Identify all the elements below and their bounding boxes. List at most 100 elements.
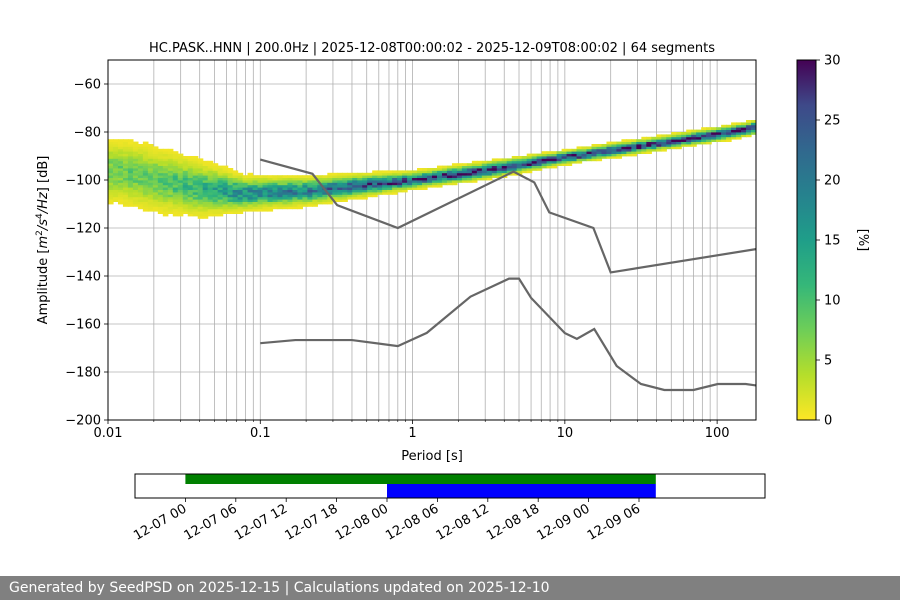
heatmap-cell (441, 165, 448, 169)
heatmap-cell (631, 144, 637, 147)
heatmap-cell (716, 132, 722, 135)
heatmap-cell (616, 148, 623, 152)
heatmap-cell (182, 160, 189, 164)
heatmap-cell (197, 160, 204, 164)
heatmap-cell (132, 170, 139, 174)
heatmap-cell (272, 194, 279, 198)
heatmap-cell (491, 175, 498, 178)
heatmap-cell (481, 165, 488, 169)
heatmap-cell (122, 139, 129, 142)
heatmap-cell (716, 129, 722, 133)
heatmap-cell (342, 187, 348, 190)
heatmap-cell (377, 170, 383, 174)
heatmap-cell (182, 163, 189, 166)
heatmap-cell (147, 182, 154, 186)
heatmap-cell (197, 180, 204, 183)
heatmap-cell (466, 163, 473, 166)
heatmap-cell (202, 180, 209, 183)
heatmap-cell (247, 182, 254, 186)
heatmap-cell (147, 168, 154, 171)
heatmap-cell (392, 189, 398, 193)
heatmap-cell (167, 151, 174, 154)
heatmap-cell (277, 177, 284, 181)
heatmap-cell (147, 170, 154, 174)
heatmap-cell (127, 144, 134, 147)
heatmap-cell (322, 180, 328, 183)
heatmap-cell (611, 156, 618, 159)
heatmap-cell (142, 165, 149, 169)
heatmap-cell (227, 194, 234, 198)
heatmap-cell (232, 211, 239, 214)
heatmap-cell (671, 141, 677, 145)
heatmap-cell (706, 139, 712, 142)
heatmap-cell (606, 151, 613, 154)
heatmap-cell (237, 204, 244, 207)
heatmap-cell (451, 182, 458, 186)
heatmap-cell (202, 165, 209, 169)
heatmap-cell (646, 136, 652, 140)
heatmap-cell (591, 148, 598, 152)
heatmap-cell (152, 199, 159, 202)
heatmap-cell (352, 192, 358, 195)
heatmap-cell (357, 177, 363, 181)
heatmap-cell (631, 151, 637, 154)
heatmap-cell (402, 187, 408, 190)
heatmap-cell (217, 168, 224, 171)
heatmap-cell (227, 172, 234, 176)
heatmap-cell (217, 177, 224, 181)
heatmap-cell (137, 156, 144, 159)
timeline-tick-label: 12-07 12 (232, 501, 290, 543)
heatmap-cell (706, 141, 712, 145)
heatmap-cell (407, 182, 413, 186)
heatmap-cell (601, 153, 608, 157)
heatmap-cell (247, 189, 254, 193)
heatmap-cell (108, 172, 114, 176)
heatmap-cell (516, 165, 523, 169)
heatmap-cell (127, 201, 134, 205)
timeline-tick-label: 12-07 00 (131, 501, 189, 543)
heatmap-cell (282, 196, 289, 200)
heatmap-cell (297, 187, 303, 190)
heatmap-cell (162, 170, 169, 174)
heatmap-cell (108, 165, 114, 169)
heatmap-cell (262, 184, 269, 188)
heatmap-cell (207, 204, 214, 207)
heatmap-cell (646, 144, 652, 147)
heatmap-cell (112, 151, 119, 154)
heatmap-cell (242, 206, 249, 210)
heatmap-cell (412, 187, 418, 190)
heatmap-cell (222, 180, 229, 183)
heatmap-cell (751, 129, 756, 133)
heatmap-cell (232, 170, 239, 174)
heatmap-cell (202, 184, 209, 188)
heatmap-cell (222, 182, 229, 186)
heatmap-cell (132, 182, 139, 186)
heatmap-cell (586, 151, 593, 154)
heatmap-cell (127, 175, 134, 178)
heatmap-cell (297, 184, 303, 188)
heatmap-cell (147, 177, 154, 181)
heatmap-cell (242, 199, 249, 202)
heatmap-cell (177, 158, 184, 162)
heatmap-cell (252, 208, 259, 212)
heatmap-cell (192, 187, 199, 190)
heatmap-cell (152, 165, 159, 169)
heatmap-cell (741, 122, 747, 126)
heatmap-cell (157, 208, 164, 212)
heatmap-cell (137, 194, 144, 198)
heatmap-cell (666, 134, 672, 138)
heatmap-cell (147, 199, 154, 202)
heatmap-cell (167, 196, 174, 200)
heatmap-cell (576, 160, 583, 164)
heatmap-cell (212, 199, 219, 202)
heatmap-cell (417, 175, 423, 178)
heatmap-cell (212, 170, 219, 174)
heatmap-cell (377, 180, 383, 183)
heatmap-cell (132, 148, 139, 152)
heatmap-cell (217, 172, 224, 176)
heatmap-cell (167, 148, 174, 152)
heatmap-cell (272, 180, 279, 183)
heatmap-cell (222, 201, 229, 205)
heatmap-cell (187, 163, 194, 166)
heatmap-cell (432, 182, 438, 186)
